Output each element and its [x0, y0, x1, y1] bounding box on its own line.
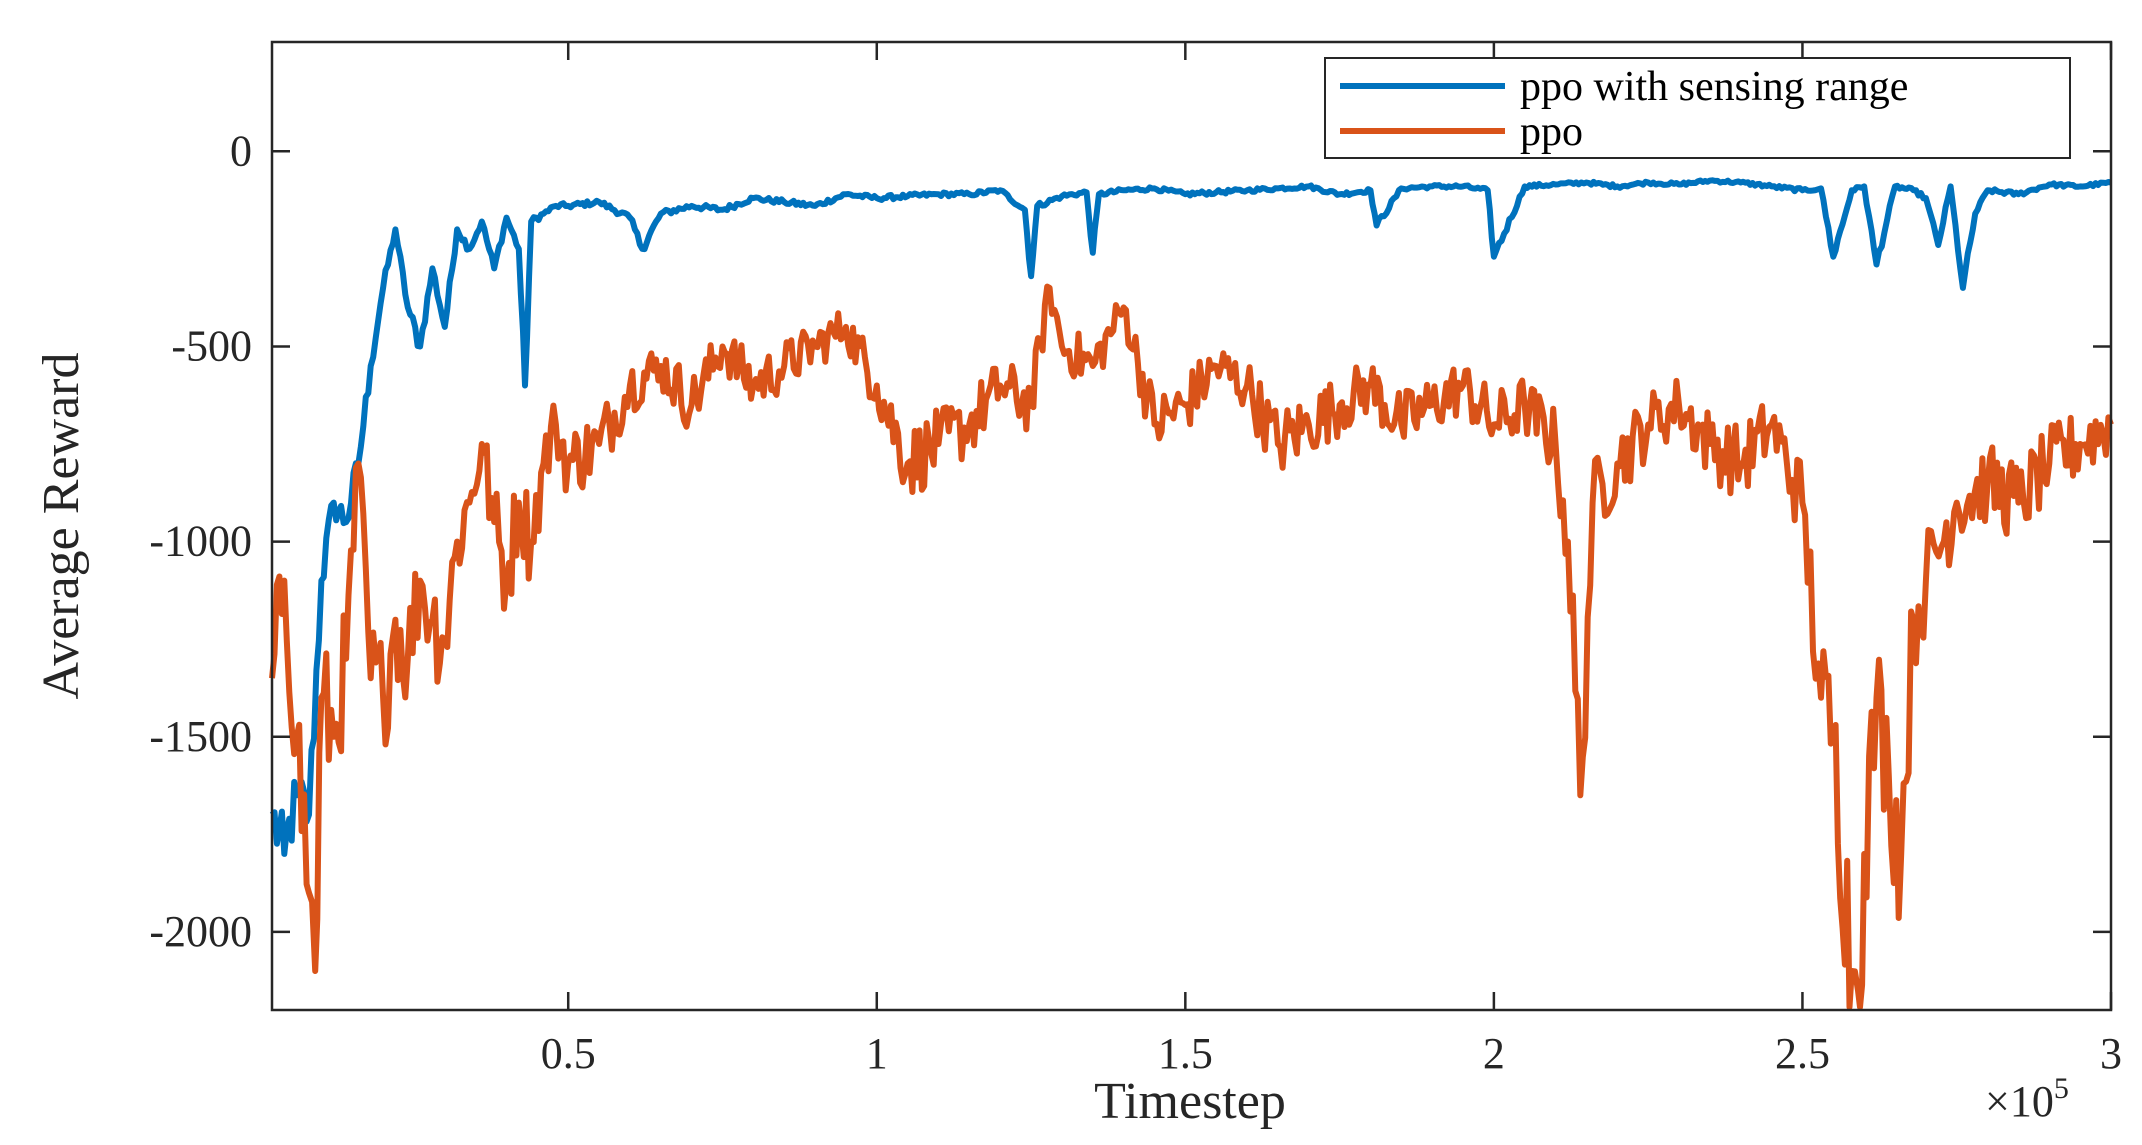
x-tick-label: 2 [1483, 1029, 1505, 1078]
legend-label-ppo-with-sensing-range: ppo with sensing range [1520, 64, 1908, 110]
y-tick-label: -1500 [149, 712, 252, 761]
legend-label-ppo: ppo [1520, 109, 1583, 155]
x-axis-label: Timestep [1094, 1073, 1286, 1130]
legend: ppo with sensing range ppo [1324, 57, 2071, 159]
x-multiplier-base: ×10 [1985, 1077, 2054, 1126]
x-tick-label: 3 [2100, 1029, 2122, 1078]
y-tick-label: -1000 [149, 517, 252, 566]
y-tick-label: -500 [171, 321, 252, 370]
axes-box [270, 40, 2113, 1012]
legend-box [1324, 57, 2071, 159]
y-tick-label: 0 [230, 126, 252, 175]
y-axis-label: Average Reward [33, 353, 90, 700]
x-tick-label: 2.5 [1775, 1029, 1830, 1078]
plot-area [272, 42, 2111, 1010]
x-tick-label: 0.5 [541, 1029, 596, 1078]
series-line-ppo-with-sensing-range [269, 177, 2112, 857]
ticks-layer: 0.5 1 1.5 2 2.5 3 0 -500 -1000 -1500 -2000 [149, 42, 2122, 1078]
y-tick-label: -2000 [149, 907, 252, 956]
x-multiplier-exponent: 5 [2054, 1072, 2069, 1105]
x-tick-label: 1 [866, 1029, 888, 1078]
x-tick-label: 1.5 [1158, 1029, 1213, 1078]
series-layer [269, 177, 2114, 1011]
x-axis-multiplier: ×105 [1985, 1072, 2069, 1126]
series-line-ppo [269, 283, 2114, 1011]
